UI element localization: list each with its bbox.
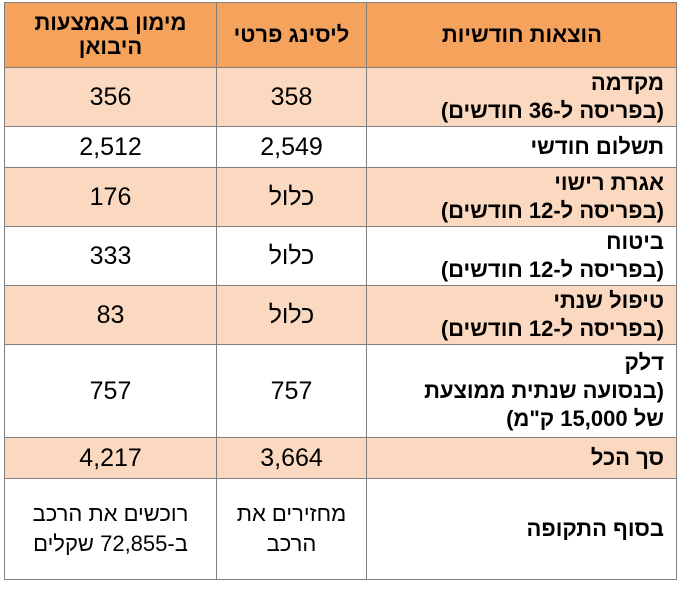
table-row-total: סך הכל 3,664 4,217	[4, 437, 677, 479]
table-row-license-fee: אגרת רישוי (בפריסה ל-12 חודשים) כלול 176	[4, 167, 677, 227]
cell-importer-financing: 2,512	[4, 126, 217, 168]
row-label: סך הכל	[366, 437, 677, 479]
row-label-line: טיפול שנתי	[553, 288, 664, 313]
table-row-monthly-payment: תשלום חודשי 2,549 2,512	[4, 126, 677, 168]
cell-private-leasing: כלול	[216, 226, 367, 286]
table-row-fuel: דלק (בנסועה שנתית ממוצעת של 15,000 ק"מ) …	[4, 344, 677, 438]
comparison-table-container: הוצאות חודשיות ליסינג פרטי מימון באמצעות…	[4, 2, 677, 580]
row-label-line: ביטוח	[606, 229, 664, 254]
row-label-line: (בפריסה ל-36 חודשים)	[440, 98, 664, 123]
cell-importer-financing: 4,217	[4, 437, 217, 479]
row-label: בסוף התקופה	[366, 478, 677, 580]
cell-importer-financing: רוכשים את הרכב ב-72,855 שקלים	[4, 478, 217, 580]
row-label-line: (בפריסה ל-12 חודשים)	[440, 257, 664, 282]
cell-importer-financing: 356	[4, 67, 217, 127]
row-label: אגרת רישוי (בפריסה ל-12 חודשים)	[366, 167, 677, 227]
row-label: טיפול שנתי (בפריסה ל-12 חודשים)	[366, 285, 677, 345]
table-row-annual-service: טיפול שנתי (בפריסה ל-12 חודשים) כלול 83	[4, 285, 677, 345]
row-label-line: של 15,000 ק"מ)	[506, 406, 664, 431]
row-label-line: (בפריסה ל-12 חודשים)	[440, 198, 664, 223]
header-private-leasing: ליסינג פרטי	[216, 2, 367, 68]
row-label-line: אגרת רישוי	[554, 170, 664, 195]
row-label-line: תשלום חודשי	[530, 134, 664, 159]
row-label: מקדמה (בפריסה ל-36 חודשים)	[366, 67, 677, 127]
cell-importer-financing: 333	[4, 226, 217, 286]
table-row-insurance: ביטוח (בפריסה ל-12 חודשים) כלול 333	[4, 226, 677, 286]
row-label-line: מקדמה	[590, 70, 664, 95]
cell-private-leasing: 2,549	[216, 126, 367, 168]
header-importer-financing: מימון באמצעות היבואן	[4, 2, 217, 68]
cell-private-leasing: 358	[216, 67, 367, 127]
cell-importer-financing: 176	[4, 167, 217, 227]
cell-importer-financing: 757	[4, 344, 217, 438]
row-label: ביטוח (בפריסה ל-12 חודשים)	[366, 226, 677, 286]
leasing-vs-financing-table: הוצאות חודשיות ליסינג פרטי מימון באמצעות…	[4, 2, 677, 580]
cell-private-leasing: כלול	[216, 167, 367, 227]
row-label-line: דלק	[624, 350, 664, 375]
cell-importer-financing: 83	[4, 285, 217, 345]
header-row: הוצאות חודשיות ליסינג פרטי מימון באמצעות…	[4, 2, 677, 68]
cell-private-leasing: כלול	[216, 285, 367, 345]
cell-private-leasing: 757	[216, 344, 367, 438]
row-label-line: בסוף התקופה	[526, 516, 665, 541]
row-label-line: סך הכל	[590, 445, 664, 470]
table-row-end-of-term: בסוף התקופה מחזירים את הרכב רוכשים את הר…	[4, 478, 677, 580]
cell-private-leasing: 3,664	[216, 437, 367, 479]
cell-private-leasing: מחזירים את הרכב	[216, 478, 367, 580]
row-label-line: (בנסועה שנתית ממוצעת	[424, 378, 664, 403]
row-label: תשלום חודשי	[366, 126, 677, 168]
table-row-down-payment: מקדמה (בפריסה ל-36 חודשים) 358 356	[4, 67, 677, 127]
row-label-line: (בפריסה ל-12 חודשים)	[440, 316, 664, 341]
header-monthly-expenses: הוצאות חודשיות	[366, 2, 677, 68]
row-label: דלק (בנסועה שנתית ממוצעת של 15,000 ק"מ)	[366, 344, 677, 438]
